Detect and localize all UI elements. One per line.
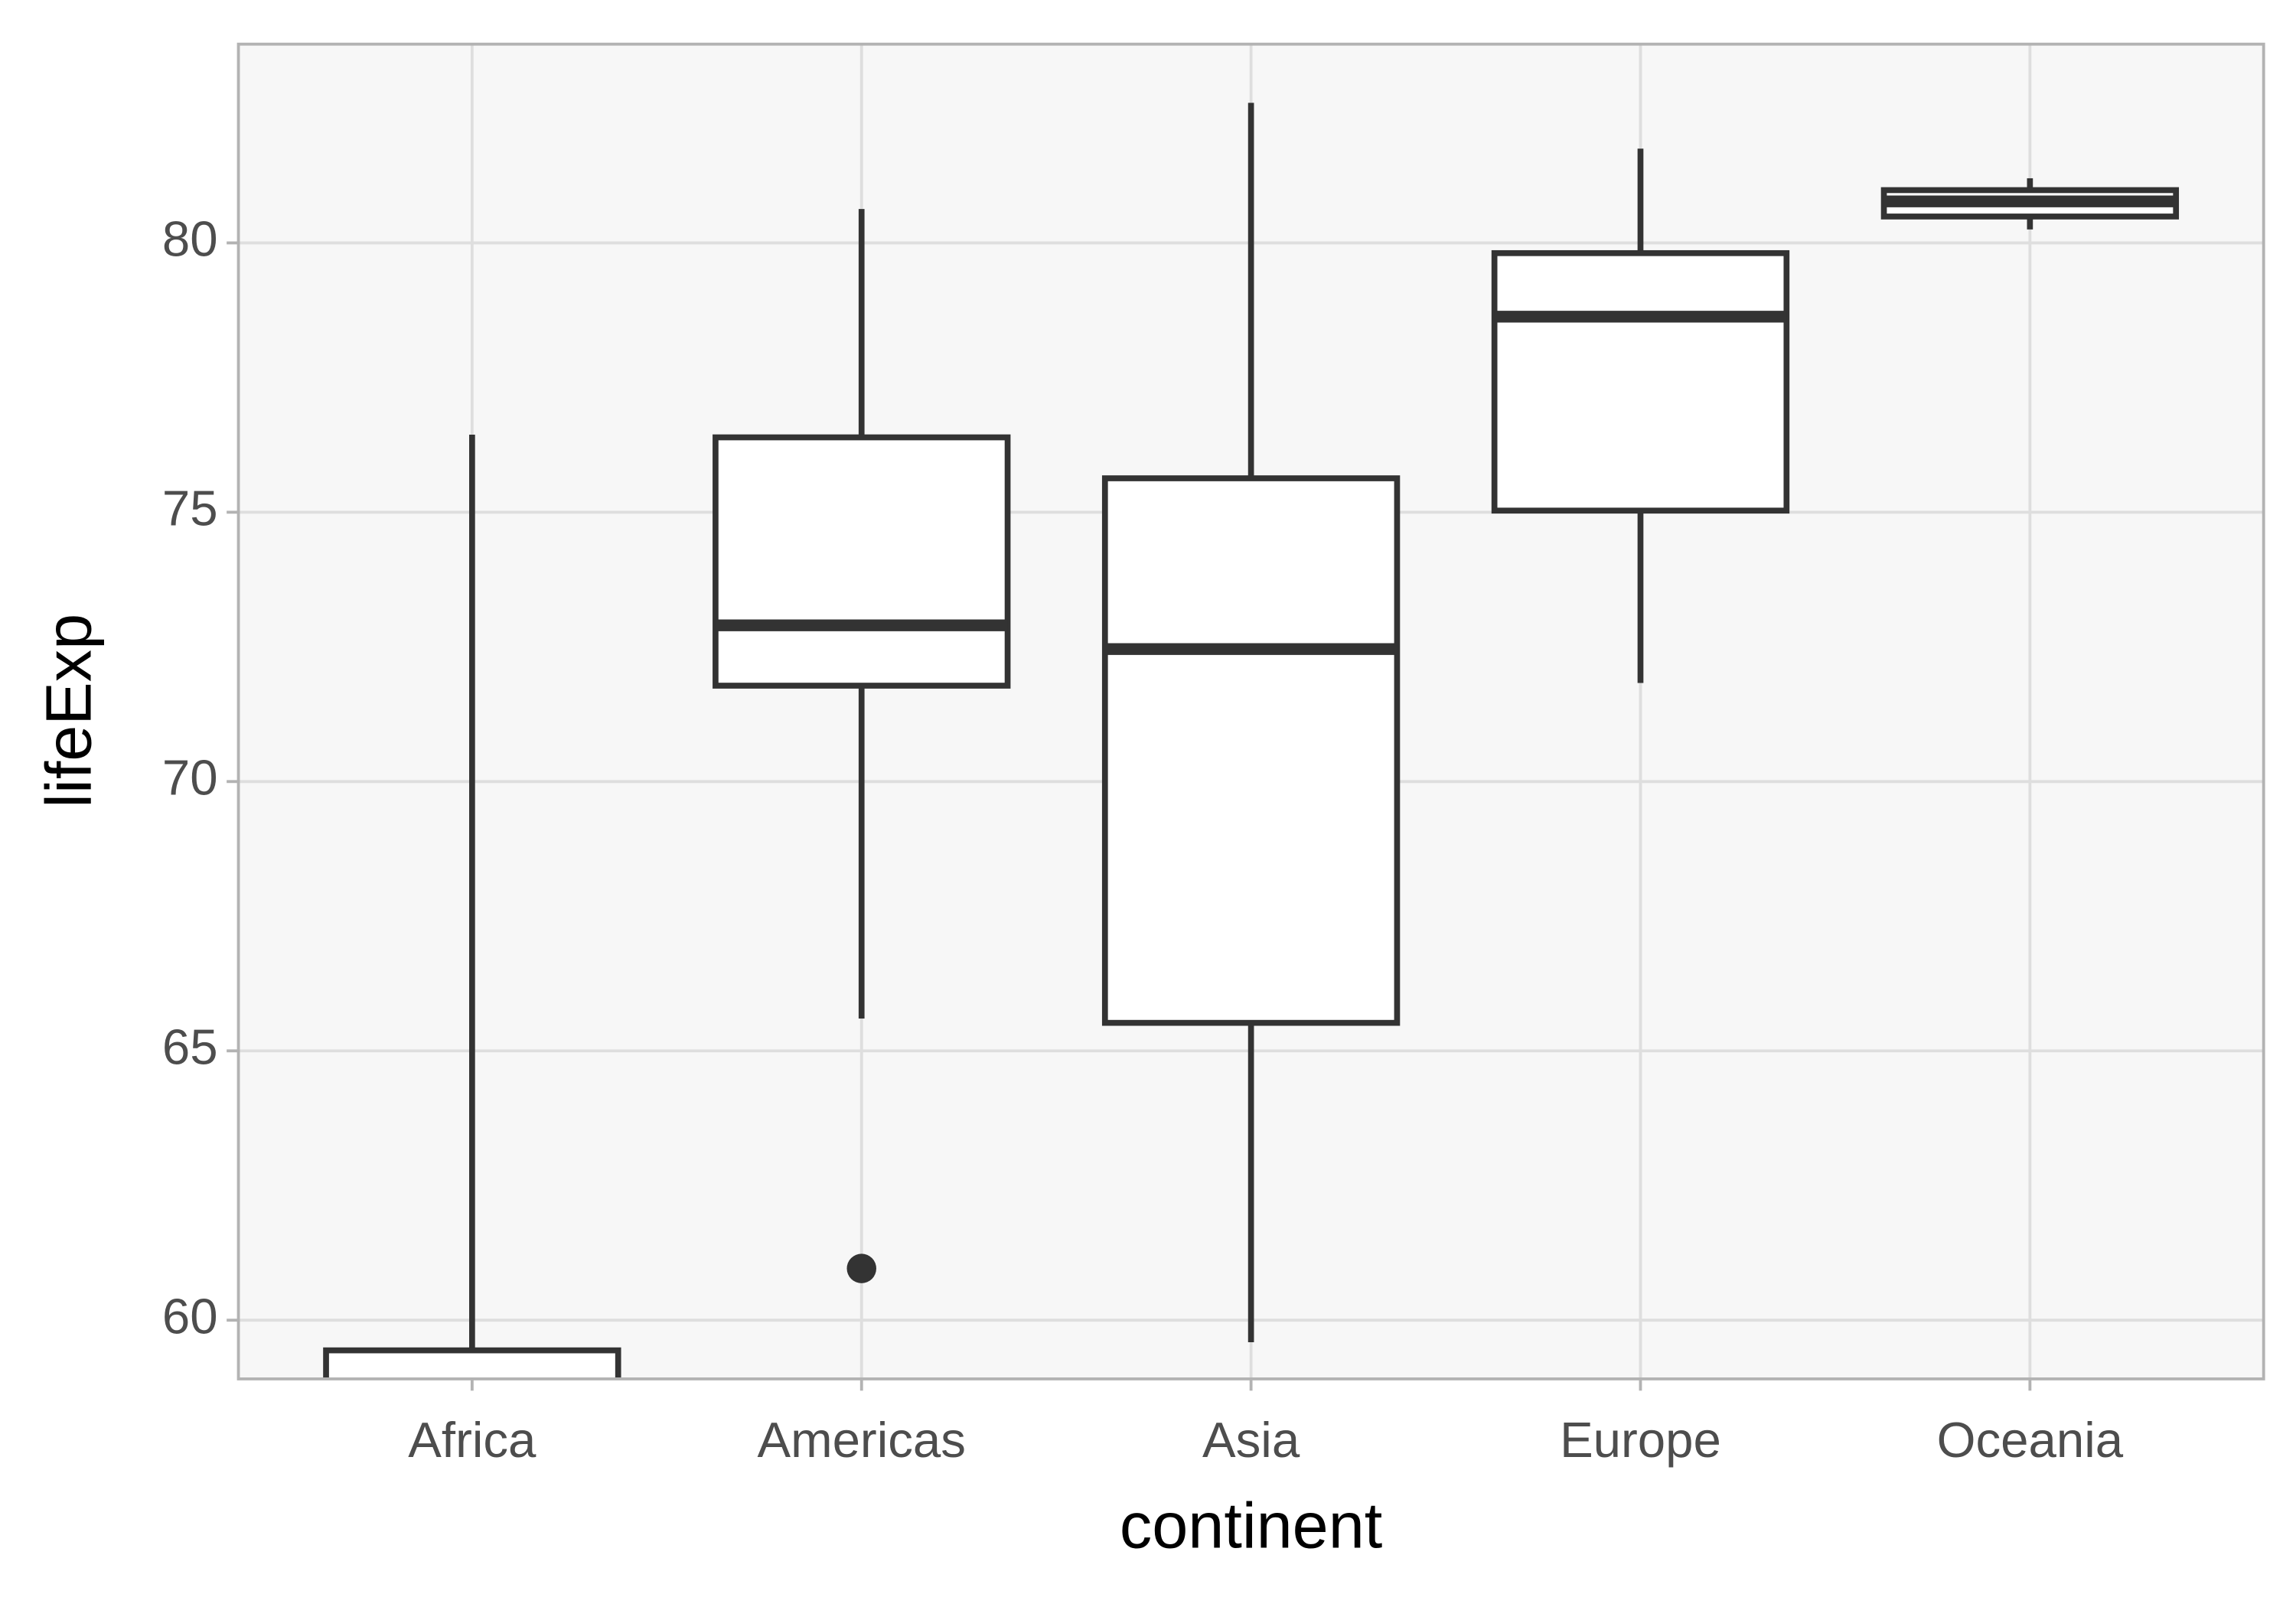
x-tick-label: Europe [1560,1412,1721,1468]
box [1491,249,1790,514]
x-axis-title: continent [1120,1488,1382,1561]
x-tick-label: Africa [408,1412,536,1468]
y-tick-label: 75 [162,481,218,536]
box [713,434,1011,689]
box [323,1347,621,1379]
plot-area [323,103,2180,1379]
x-tick-label: Asia [1202,1412,1300,1468]
y-tick-label: 80 [162,211,218,267]
axes: 60 65 70 75 80 Africa Americas Asia Europe Oceani… [162,211,2124,1468]
x-tick-label: Americas [758,1412,966,1468]
outlier [846,1253,876,1283]
y-axis-title: lifeExp [31,614,104,808]
y-tick-label: 70 [162,750,218,806]
box [1101,475,1401,1026]
x-tick-label: Oceania [1937,1412,2124,1468]
y-tick-label: 65 [162,1019,218,1075]
y-tick-label: 60 [162,1288,218,1344]
